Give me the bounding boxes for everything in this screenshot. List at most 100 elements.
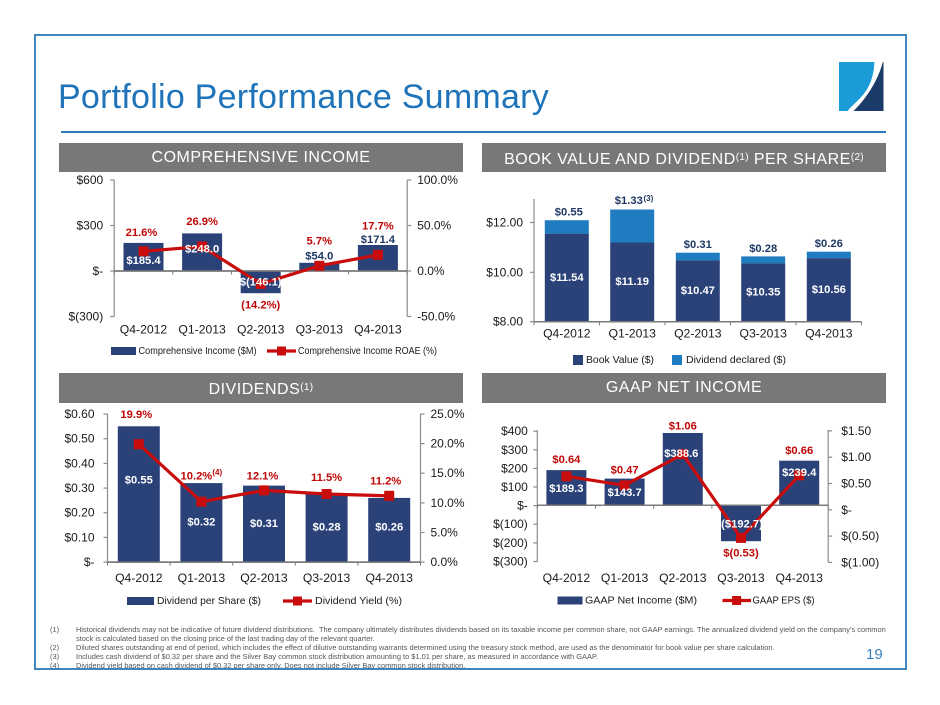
svg-text:$300: $300 [76, 219, 103, 233]
svg-text:17.7%: 17.7% [362, 221, 394, 233]
svg-text:15.0%: 15.0% [431, 466, 465, 480]
svg-text:$0.55: $0.55 [555, 207, 583, 219]
svg-text:$10.47: $10.47 [681, 285, 715, 297]
svg-text:($192.7): ($192.7) [721, 519, 763, 531]
svg-text:Q2-2013: Q2-2013 [237, 323, 285, 337]
svg-text:Q4-2012: Q4-2012 [543, 327, 591, 341]
svg-text:(3): (3) [644, 194, 654, 203]
svg-text:11.5%: 11.5% [311, 472, 342, 484]
svg-text:$-: $- [84, 555, 95, 569]
svg-text:$10.00: $10.00 [486, 265, 523, 279]
svg-text:$1.33: $1.33 [615, 195, 643, 207]
svg-text:$(300): $(300) [493, 555, 528, 569]
svg-text:Q4-2012: Q4-2012 [115, 571, 163, 585]
svg-text:10.0%: 10.0% [431, 496, 465, 510]
svg-text:$0.20: $0.20 [64, 506, 94, 520]
svg-text:Dividend per Share ($): Dividend per Share ($) [157, 595, 261, 607]
svg-text:$0.47: $0.47 [611, 465, 639, 477]
svg-text:Q1-2013: Q1-2013 [178, 571, 226, 585]
svg-text:$(146.1): $(146.1) [240, 277, 282, 289]
svg-text:$0.26: $0.26 [815, 238, 843, 250]
svg-text:10.2%: 10.2% [181, 471, 213, 483]
svg-text:$200: $200 [501, 461, 528, 475]
svg-text:$0.50: $0.50 [64, 432, 94, 446]
svg-text:21.6%: 21.6% [126, 227, 158, 239]
svg-text:$-: $- [93, 264, 104, 278]
svg-text:Q3-2013: Q3-2013 [717, 571, 765, 585]
svg-text:Q4-2012: Q4-2012 [120, 323, 168, 337]
svg-text:$0.26: $0.26 [375, 522, 403, 534]
svg-text:$0.30: $0.30 [64, 481, 94, 495]
svg-text:11.2%: 11.2% [370, 476, 401, 488]
svg-text:25.0%: 25.0% [431, 407, 465, 421]
svg-text:$0.31: $0.31 [684, 239, 712, 251]
svg-text:Q3-2013: Q3-2013 [739, 327, 787, 341]
svg-text:$(100): $(100) [493, 517, 528, 531]
svg-text:$0.28: $0.28 [749, 243, 777, 255]
svg-text:50.0%: 50.0% [417, 219, 451, 233]
svg-text:Comprehensive Income ($M): Comprehensive Income ($M) [139, 345, 257, 357]
svg-text:$1.06: $1.06 [669, 421, 697, 433]
svg-text:$300: $300 [501, 443, 528, 457]
svg-text:Q2-2013: Q2-2013 [659, 571, 707, 585]
svg-text:$-: $- [517, 499, 528, 513]
svg-text:$(300): $(300) [69, 310, 104, 324]
svg-text:$0.60: $0.60 [64, 407, 94, 421]
svg-text:$(1.00): $(1.00) [841, 555, 879, 569]
svg-text:19.9%: 19.9% [120, 409, 152, 421]
svg-text:Q4-2013: Q4-2013 [805, 327, 853, 341]
svg-text:Q2-2013: Q2-2013 [240, 571, 288, 585]
svg-text:$248.0: $248.0 [185, 244, 219, 256]
svg-text:$(0.50): $(0.50) [841, 529, 879, 543]
svg-text:Dividend declared ($): Dividend declared ($) [686, 354, 786, 366]
svg-text:$0.28: $0.28 [313, 522, 341, 534]
svg-text:$0.40: $0.40 [64, 456, 94, 470]
svg-text:$0.10: $0.10 [64, 530, 94, 544]
svg-text:$(0.53): $(0.53) [723, 548, 759, 560]
svg-text:20.0%: 20.0% [431, 437, 465, 451]
svg-text:Q1-2013: Q1-2013 [601, 571, 649, 585]
svg-text:$54.0: $54.0 [305, 251, 333, 263]
svg-text:$10.35: $10.35 [746, 287, 780, 299]
svg-text:Q4-2013: Q4-2013 [354, 323, 402, 337]
svg-text:$143.7: $143.7 [607, 487, 641, 499]
svg-text:Q3-2013: Q3-2013 [296, 323, 344, 337]
svg-text:$(200): $(200) [493, 536, 528, 550]
svg-text:0.0%: 0.0% [417, 264, 445, 278]
svg-text:Dividend Yield (%): Dividend Yield (%) [315, 595, 402, 607]
svg-text:$0.50: $0.50 [841, 477, 871, 491]
svg-text:$388.6: $388.6 [664, 448, 698, 460]
svg-text:5.0%: 5.0% [431, 526, 459, 540]
svg-text:Book Value ($): Book Value ($) [586, 354, 654, 366]
svg-text:$0.32: $0.32 [187, 517, 215, 529]
svg-text:$185.4: $185.4 [126, 255, 161, 267]
svg-text:$100: $100 [501, 480, 528, 494]
svg-text:12.1%: 12.1% [247, 471, 279, 483]
svg-text:$10.56: $10.56 [812, 284, 846, 296]
svg-text:Q4-2013: Q4-2013 [365, 571, 413, 585]
svg-text:$400: $400 [501, 424, 528, 438]
svg-text:$11.19: $11.19 [615, 276, 649, 288]
svg-text:$1.50: $1.50 [841, 424, 871, 438]
svg-text:$-: $- [841, 503, 852, 517]
svg-text:$11.54: $11.54 [550, 272, 584, 284]
svg-text:100.0%: 100.0% [417, 173, 458, 187]
svg-text:(4): (4) [212, 468, 222, 477]
svg-text:Q3-2013: Q3-2013 [303, 571, 351, 585]
svg-text:$8.00: $8.00 [493, 315, 523, 329]
svg-text:Comprehensive Income ROAE (%): Comprehensive Income ROAE (%) [298, 345, 437, 357]
svg-text:Q1-2013: Q1-2013 [608, 327, 656, 341]
svg-text:$189.3: $189.3 [549, 483, 583, 495]
svg-text:$0.66: $0.66 [785, 445, 813, 457]
svg-text:(14.2%): (14.2%) [241, 300, 280, 312]
svg-text:GAAP EPS ($): GAAP EPS ($) [753, 595, 815, 607]
svg-text:0.0%: 0.0% [431, 555, 459, 569]
svg-text:$600: $600 [76, 173, 103, 187]
svg-text:5.7%: 5.7% [307, 236, 333, 248]
svg-text:Q4-2012: Q4-2012 [543, 571, 591, 585]
svg-text:$171.4: $171.4 [361, 234, 396, 246]
svg-text:Q1-2013: Q1-2013 [178, 323, 226, 337]
svg-text:$0.64: $0.64 [552, 454, 581, 466]
svg-text:Q4-2013: Q4-2013 [775, 571, 823, 585]
svg-text:$12.00: $12.00 [486, 216, 523, 230]
